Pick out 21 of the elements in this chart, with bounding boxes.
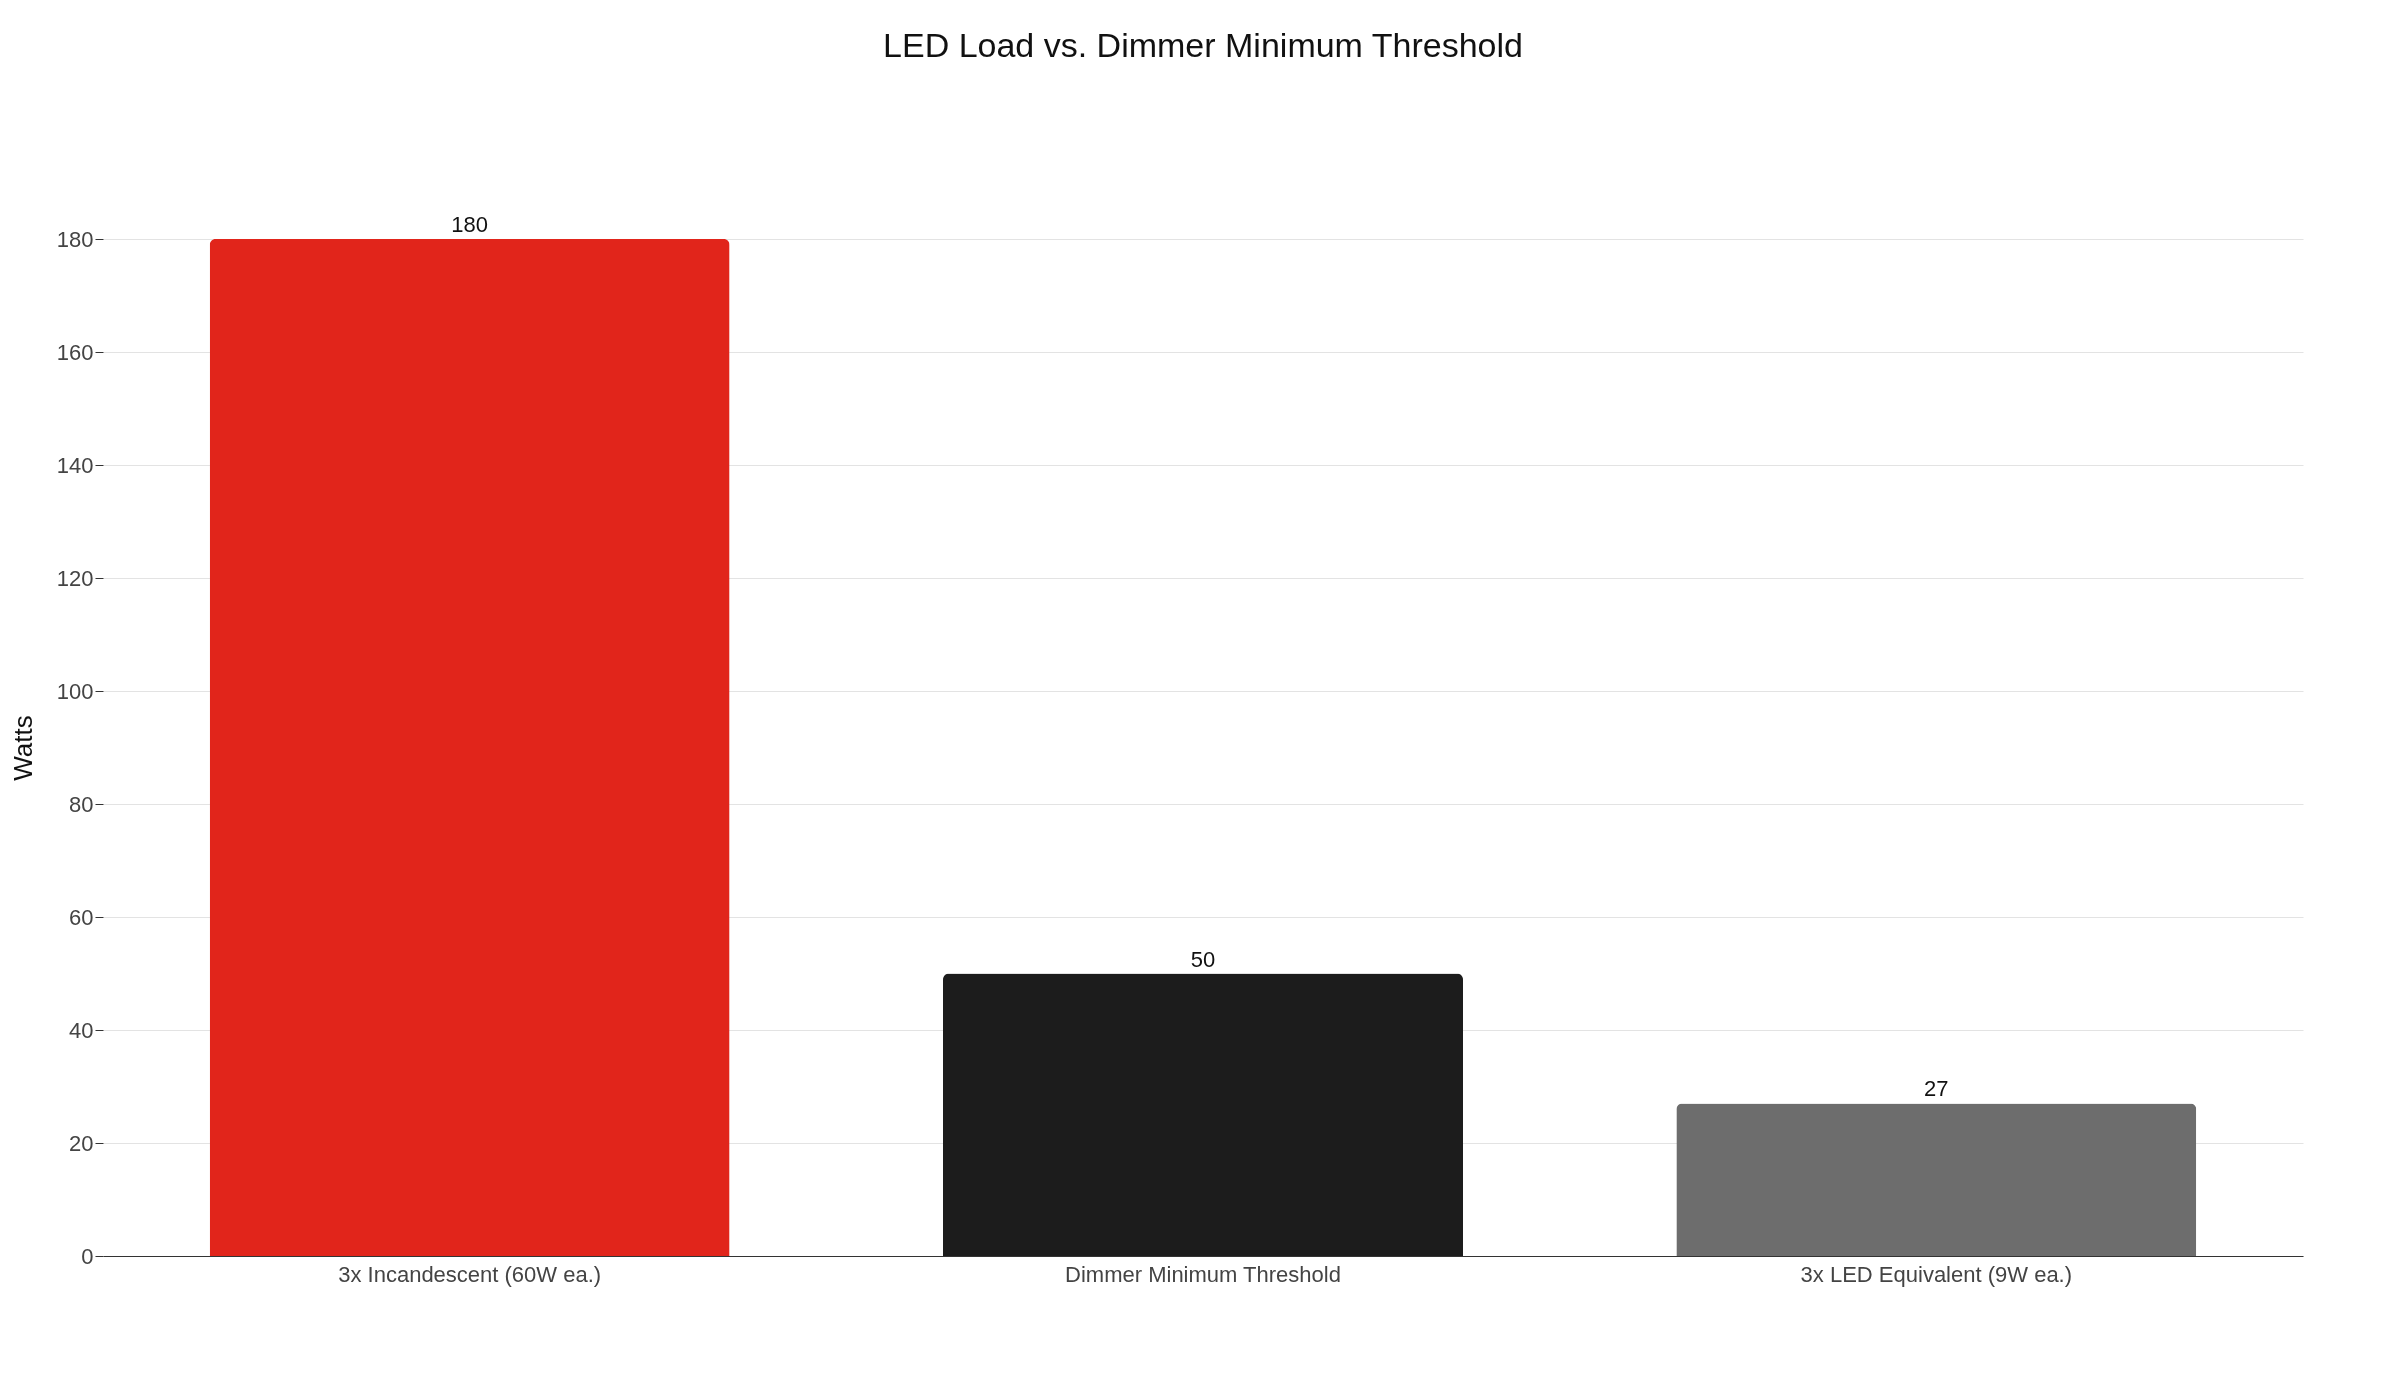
y-tick-label: 120	[56, 565, 94, 591]
y-axis-title: Watts	[7, 715, 38, 781]
data-label: 27	[1924, 1076, 1949, 1102]
y-tick-label: 100	[56, 678, 94, 704]
bar	[209, 239, 730, 1256]
x-tick-label: Dimmer Minimum Threshold	[1065, 1261, 1341, 1287]
y-tick-label: 60	[69, 904, 94, 930]
data-label: 50	[1190, 946, 1216, 972]
chart-title: LED Load vs. Dimmer Minimum Threshold	[883, 26, 1523, 64]
y-tick-label: 0	[81, 1243, 94, 1269]
y-tick-label: 180	[56, 226, 94, 252]
data-label: 180	[451, 212, 489, 237]
y-tick-label: 160	[56, 339, 94, 365]
bar	[943, 973, 1463, 1256]
y-tick-label: 140	[56, 452, 94, 478]
bar	[1676, 1103, 2197, 1256]
y-tick-label: 80	[69, 791, 94, 817]
y-tick-label: 20	[69, 1130, 94, 1156]
x-tick-label: 3x Incandescent (60W ea.)	[338, 1261, 602, 1287]
y-tick-label: 40	[69, 1017, 94, 1043]
x-tick-label: 3x LED Equivalent (9W ea.)	[1800, 1261, 2073, 1287]
